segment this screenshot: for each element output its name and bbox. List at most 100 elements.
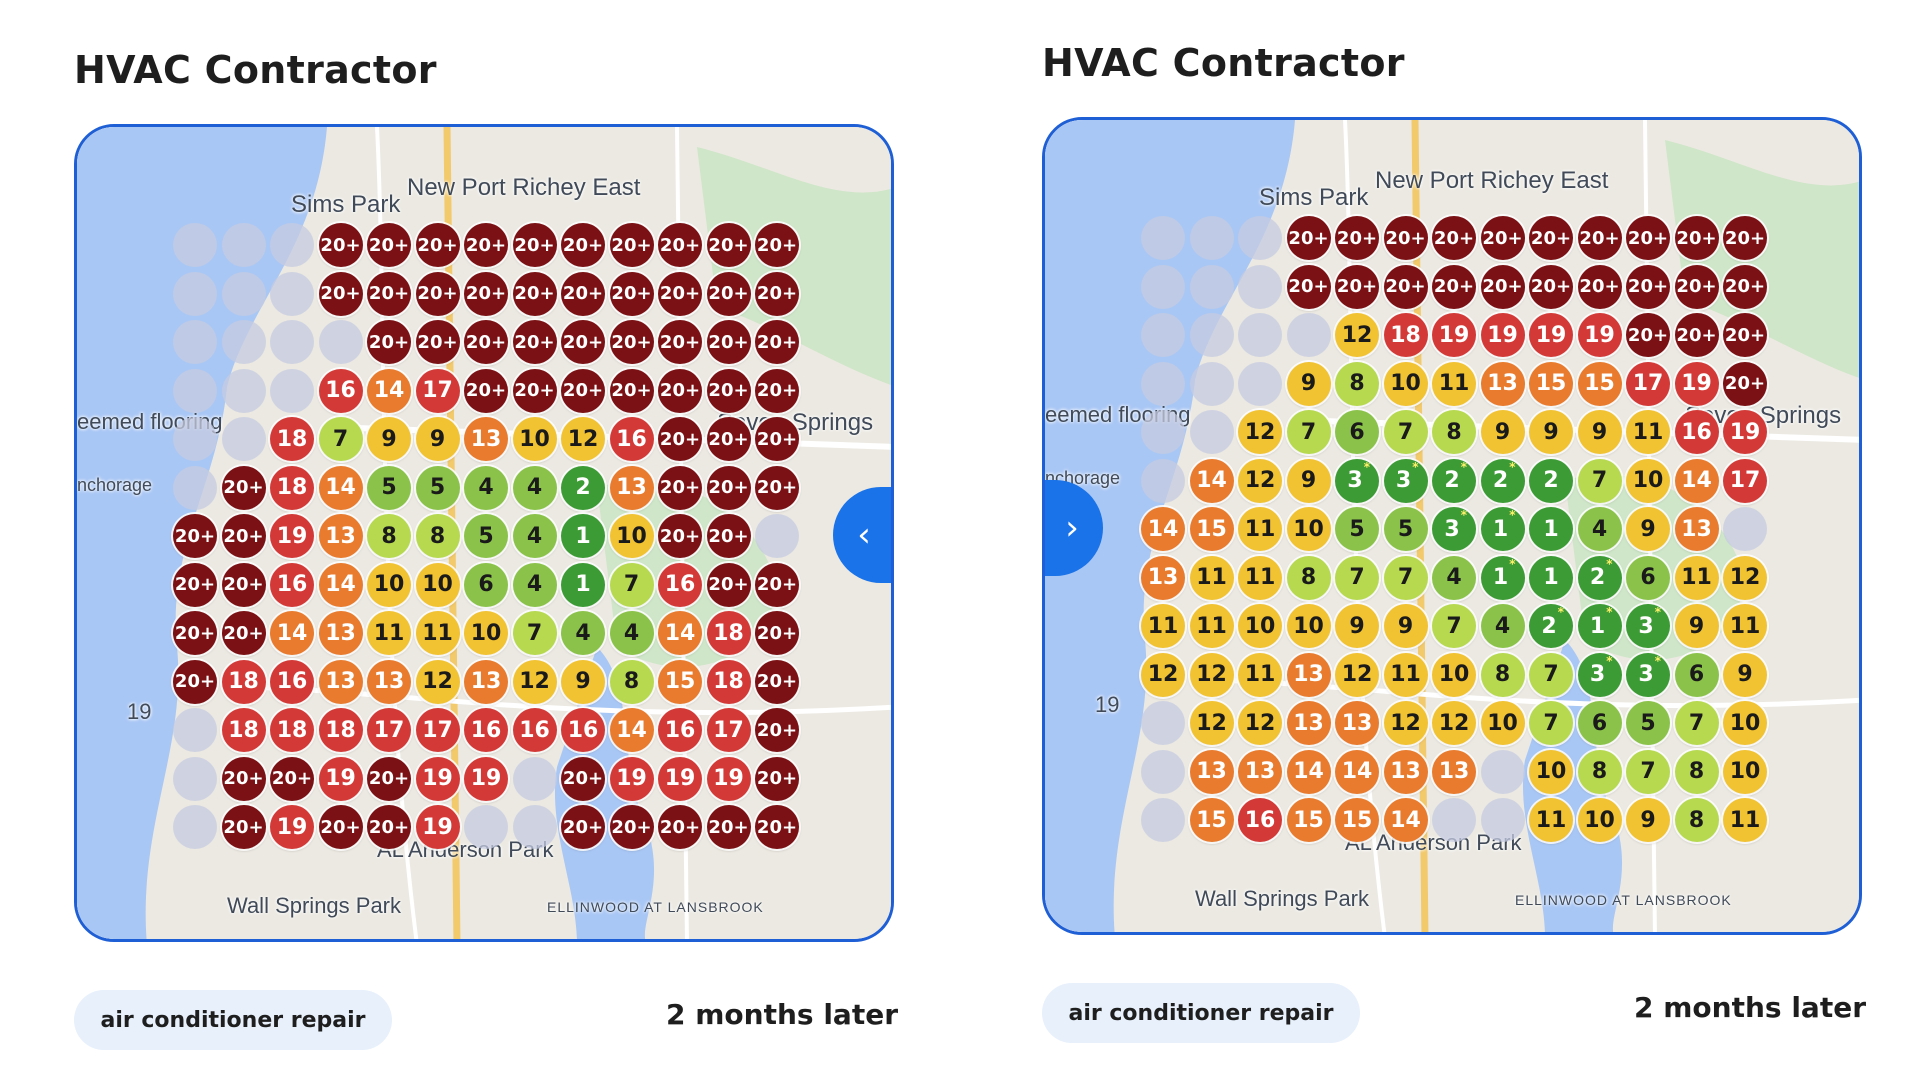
rank-pin-empty[interactable] [1432,798,1476,842]
rank-pin[interactable]: 5 [1335,507,1379,551]
rank-pin[interactable]: 11 [1432,361,1476,406]
rank-pin[interactable]: 7 [1383,410,1428,454]
rank-pin[interactable]: 18 [221,708,266,752]
rank-pin[interactable]: 8 [415,514,460,558]
rank-pin-empty[interactable] [1238,264,1282,309]
rank-pin[interactable]: 20+ [755,611,799,655]
rank-pin[interactable]: 6 [1335,410,1379,454]
rank-pin-empty[interactable] [173,708,217,752]
rank-pin[interactable]: 18 [270,708,314,752]
rank-pin-empty[interactable] [1141,701,1185,745]
rank-pin[interactable]: 12 [512,659,557,704]
rank-pin[interactable]: 10 [1723,701,1767,745]
rank-pin[interactable]: 1 [561,514,605,558]
rank-pin[interactable]: 14 [367,368,411,413]
rank-pin[interactable]: 16 [1238,798,1282,842]
rank-pin[interactable]: 20+ [755,417,799,461]
rank-pin[interactable]: 13 [318,659,363,704]
rank-pin[interactable]: 2 * [1432,458,1476,503]
rank-pin[interactable]: 7 [1529,652,1573,697]
rank-pin[interactable]: 20+ [318,271,363,316]
rank-pin[interactable]: 17 [1723,458,1767,503]
rank-pin[interactable]: 16 [1674,410,1719,454]
rank-pin[interactable]: 5 [1626,701,1670,745]
rank-pin-empty[interactable] [1286,313,1331,357]
rank-pin[interactable]: 20+ [706,465,751,510]
rank-pin[interactable]: 20+ [464,271,508,316]
rank-pin-empty[interactable] [173,756,217,801]
rank-pin[interactable]: 20+ [755,465,799,510]
rank-pin[interactable]: 11 [415,611,460,655]
rank-pin[interactable]: 20+ [706,320,751,364]
rank-pin[interactable]: 12 [1238,701,1282,745]
rank-pin-empty[interactable] [173,320,217,364]
rank-pin[interactable]: 13 [1189,749,1234,794]
rank-pin[interactable]: 20+ [658,368,702,413]
rank-pin[interactable]: 20+ [221,465,266,510]
rank-pin[interactable]: 7 [1335,555,1379,600]
rank-pin-empty[interactable] [512,805,557,849]
rank-pin[interactable]: 12 [1189,652,1234,697]
rank-pin[interactable]: 13 [464,417,508,461]
rank-pin[interactable]: 14 [1335,749,1379,794]
rank-pin[interactable]: 5 [415,465,460,510]
rank-pin[interactable]: 2 * [1529,604,1573,648]
rank-pin-empty[interactable] [1189,361,1234,406]
rank-pin[interactable]: 15 [1577,361,1622,406]
rank-pin-empty[interactable] [512,756,557,801]
rank-pin-empty[interactable] [1723,507,1767,551]
rank-pin-empty[interactable] [173,368,217,413]
rank-pin[interactable]: 10 [1286,604,1331,648]
rank-pin[interactable]: 14 [1383,798,1428,842]
rank-pin[interactable]: 13 [1335,701,1379,745]
rank-pin[interactable]: 15 [658,659,702,704]
rank-pin[interactable]: 20+ [221,805,266,849]
rank-pin[interactable]: 14 [318,465,363,510]
rank-pin[interactable]: 16 [609,417,654,461]
rank-pin[interactable]: 14 [1189,458,1234,503]
rank-pin[interactable]: 10 [367,562,411,607]
rank-pin[interactable]: 20+ [706,514,751,558]
rank-pin-empty[interactable] [1189,216,1234,260]
rank-pin[interactable]: 14 [1141,507,1185,551]
rank-pin[interactable]: 20+ [755,320,799,364]
rank-pin[interactable]: 14 [609,708,654,752]
rank-pin[interactable]: 7 [1626,749,1670,794]
rank-pin[interactable]: 19 [1674,361,1719,406]
rank-pin-empty[interactable] [1238,216,1282,260]
rank-pin[interactable]: 20+ [755,271,799,316]
rank-pin[interactable]: 20+ [755,368,799,413]
rank-pin[interactable]: 16 [658,562,702,607]
rank-pin[interactable]: 20+ [221,562,266,607]
rank-pin[interactable]: 8 [609,659,654,704]
rank-pin[interactable]: 17 [415,368,460,413]
rank-pin[interactable]: 7 [1432,604,1476,648]
rank-pin[interactable]: 19 [658,756,702,801]
rank-pin-empty[interactable] [1238,361,1282,406]
rank-pin[interactable]: 20+ [706,417,751,461]
rank-pin[interactable]: 13 [1432,749,1476,794]
rank-pin[interactable]: 3 * [1383,458,1428,503]
rank-pin[interactable]: 20+ [1432,264,1476,309]
rank-pin[interactable]: 19 [1529,313,1573,357]
rank-pin-empty[interactable] [270,320,314,364]
rank-pin[interactable]: 19 [706,756,751,801]
rank-pin[interactable]: 20+ [609,320,654,364]
rank-pin[interactable]: 20+ [609,805,654,849]
rank-pin[interactable]: 20+ [367,756,411,801]
rank-pin[interactable]: 10 [1529,749,1573,794]
rank-pin[interactable]: 20+ [1626,264,1670,309]
rank-pin[interactable]: 18 [706,659,751,704]
rank-pin[interactable]: 20+ [1529,264,1573,309]
rank-pin[interactable]: 9 [1674,604,1719,648]
rank-pin[interactable]: 6 [464,562,508,607]
rank-pin[interactable]: 20+ [464,223,508,267]
rank-pin[interactable]: 11 [1238,507,1282,551]
rank-pin-empty[interactable] [221,368,266,413]
rank-pin[interactable]: 20+ [367,320,411,364]
rank-pin[interactable]: 9 [1577,410,1622,454]
rank-pin[interactable]: 18 [706,611,751,655]
rank-pin[interactable]: 11 [1674,555,1719,600]
rank-pin[interactable]: 13 [1480,361,1525,406]
rank-pin[interactable]: 19 [609,756,654,801]
